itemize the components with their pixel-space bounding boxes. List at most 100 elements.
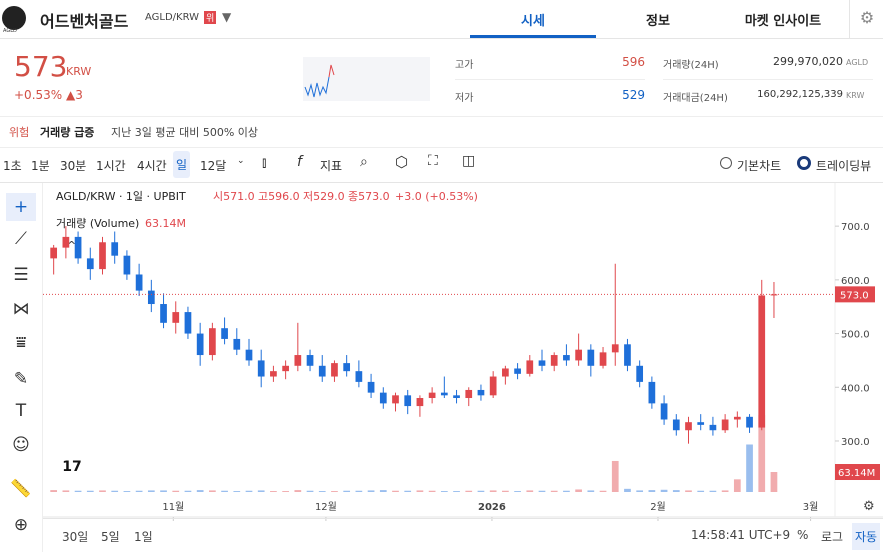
candle-body xyxy=(538,360,546,366)
settings-icon[interactable]: ⚙ xyxy=(863,499,875,514)
tool[interactable]: T xyxy=(15,401,27,421)
tv-logo xyxy=(57,451,87,481)
volume-bar xyxy=(563,490,570,492)
tab[interactable]: 정보 xyxy=(646,14,670,29)
tool[interactable]: 📏 xyxy=(10,479,32,499)
warning-bar: 위험 거래량 급증 지난 3일 평균 대비 500% 이상 xyxy=(0,116,883,148)
interval[interactable]: 12달 xyxy=(200,159,227,173)
tool[interactable]: ☰ xyxy=(13,265,29,285)
candle-body xyxy=(245,349,253,361)
volume-bar xyxy=(697,490,705,492)
range[interactable]: 1일 xyxy=(134,530,153,544)
volume-bar xyxy=(196,490,204,492)
option-active[interactable]: 자동 xyxy=(852,523,881,550)
radio-selected[interactable] xyxy=(797,156,811,170)
interval[interactable]: 1초 xyxy=(3,159,22,173)
warning-level: 위험 xyxy=(9,126,30,139)
dropdown[interactable]: ▼ xyxy=(222,10,232,24)
tab[interactable]: 마켓 인사이트 xyxy=(744,14,822,29)
fx-icon[interactable]: f xyxy=(297,154,302,170)
candle-body xyxy=(465,389,473,399)
option[interactable]: % xyxy=(797,528,809,542)
legend-symbol: AGLD/KRW · 1일 · UPBIT xyxy=(56,189,186,203)
divider xyxy=(663,79,873,80)
volume-bar xyxy=(282,491,289,492)
candle-body xyxy=(648,381,656,404)
collapse[interactable]: ^ xyxy=(67,239,76,252)
stat-label: 저가 xyxy=(455,93,474,104)
logo-icon xyxy=(2,6,26,30)
volume-bar xyxy=(538,490,546,492)
tool[interactable]: ✎ xyxy=(13,369,29,389)
tool[interactable]: ⊕ xyxy=(13,515,29,535)
chart-mode[interactable]: 기본차트 xyxy=(737,159,782,173)
indicator[interactable]: 지표 xyxy=(320,159,343,173)
candle-icon[interactable]: ⫾ xyxy=(262,155,267,171)
candle-body xyxy=(172,312,180,323)
volume-bar xyxy=(453,491,460,492)
candle-body xyxy=(392,395,399,404)
tool[interactable]: ⋈ xyxy=(12,299,30,319)
sparkline xyxy=(303,57,430,101)
interval-menu[interactable]: ⌄ xyxy=(237,156,245,166)
candle-body xyxy=(209,328,216,356)
tool-icon[interactable]: ◫ xyxy=(462,153,476,169)
stat-value: 160,292,125,339 xyxy=(757,89,843,100)
warning-title: 거래량 급증 xyxy=(40,126,95,139)
tool[interactable]: ⟋ xyxy=(15,229,27,249)
candle-body xyxy=(672,419,680,431)
radio[interactable] xyxy=(720,157,732,169)
interval-active[interactable]: 일 xyxy=(173,151,191,178)
stat-value: 596 xyxy=(622,55,645,69)
interval[interactable]: 4시간 xyxy=(137,159,167,173)
tool[interactable]: ☺ xyxy=(12,435,30,455)
chart-mode[interactable]: 트레이딩뷰 xyxy=(816,159,872,173)
interval[interactable]: 1시간 xyxy=(96,159,126,173)
tool[interactable]: ⩸ xyxy=(15,333,27,353)
volume-bar xyxy=(245,490,253,492)
volume-bar xyxy=(392,490,399,492)
tool-icon[interactable]: ⬡ xyxy=(395,153,409,171)
settings[interactable]: ⚙ xyxy=(849,0,883,38)
candle-body xyxy=(428,392,436,399)
tab[interactable]: 시세 xyxy=(521,14,545,29)
chart: 17 AGLD/KRW · 1일 · UPBIT 시571.0 고596.0 저… xyxy=(43,183,883,521)
volume-bar xyxy=(709,490,717,492)
volume-bar xyxy=(331,491,338,492)
volume-bar xyxy=(221,490,228,492)
candle-body xyxy=(575,349,582,361)
tool[interactable]: + xyxy=(6,193,36,221)
volume-bar xyxy=(294,490,302,492)
x-tick-label: 2026 xyxy=(478,502,506,513)
candle-body xyxy=(50,247,58,259)
volume-bar xyxy=(440,491,448,492)
candle-body xyxy=(721,419,729,431)
range[interactable]: 5일 xyxy=(101,530,120,544)
volume-bar xyxy=(86,490,94,492)
interval[interactable]: 30분 xyxy=(60,159,87,173)
stat-label: 거래대금(24H) xyxy=(663,93,728,104)
candle-body xyxy=(379,392,387,404)
candle-body xyxy=(416,398,424,407)
volume-bar xyxy=(172,490,180,492)
range[interactable]: 30일 xyxy=(62,530,89,544)
tool-icon[interactable]: ⌕ xyxy=(360,154,368,170)
candle-body xyxy=(526,360,534,374)
candle-body xyxy=(221,328,228,339)
candle-body xyxy=(489,376,497,396)
y-tick-label: 300.0 xyxy=(841,437,870,448)
volume-bar xyxy=(111,490,119,492)
tool-icon[interactable]: ⛶ xyxy=(428,153,438,169)
y-tick-label: 500.0 xyxy=(841,330,870,341)
legend-change: +3.0 (+0.53%) xyxy=(395,190,478,203)
stat-label: 거래량(24H) xyxy=(663,60,719,71)
volume-bar xyxy=(270,491,277,492)
option[interactable]: 로그 xyxy=(821,530,844,544)
candle-body xyxy=(270,371,277,377)
interval[interactable]: 1분 xyxy=(31,159,50,173)
candle-body xyxy=(86,258,94,270)
volume-bar xyxy=(355,490,363,492)
volume-bar xyxy=(636,490,644,492)
candle-body xyxy=(196,333,204,356)
